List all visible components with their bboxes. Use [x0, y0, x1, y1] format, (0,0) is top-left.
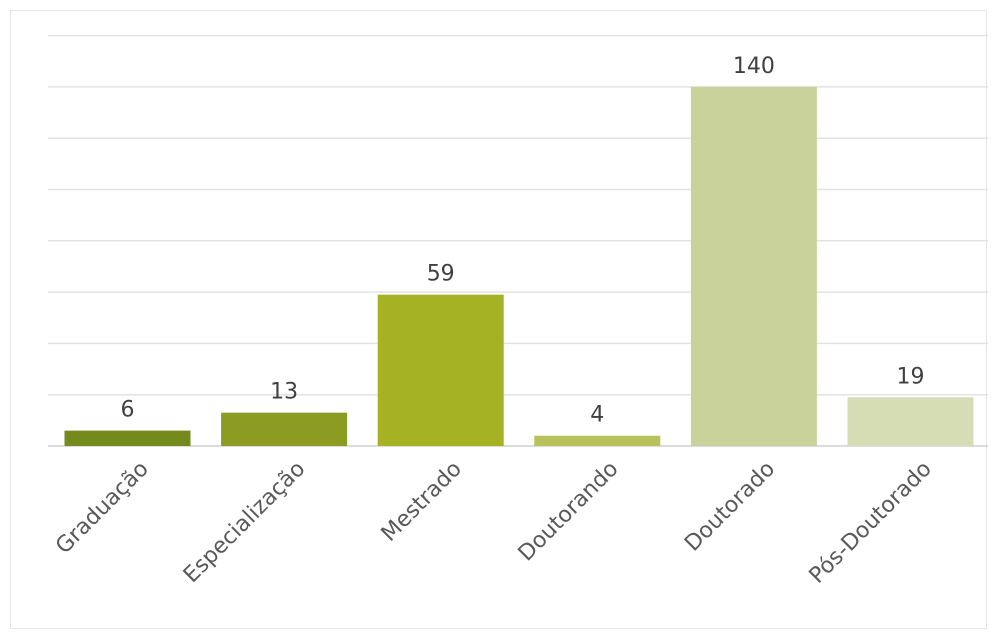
- data-labels: 6 13 59 4 140 19: [121, 54, 925, 428]
- bar-p-s-doutorado: [847, 397, 974, 446]
- category-tick-labels: Graduação Especialização Mestrado Doutorand…: [51, 457, 937, 589]
- gridlines: [48, 34, 988, 447]
- x-tick-label: Doutorado: [680, 457, 780, 557]
- data-label: 13: [270, 380, 298, 405]
- bar-doutorado: [690, 86, 817, 447]
- x-tick-label: Doutorando: [514, 457, 624, 567]
- bar-doutorando: [534, 435, 661, 446]
- data-label: 59: [427, 262, 455, 287]
- bar-mestrado: [377, 294, 504, 446]
- bar-especializa-o: [221, 412, 348, 446]
- data-label: 140: [733, 54, 775, 79]
- x-tick-label: Mestrado: [377, 457, 467, 547]
- bar-gradua-o: [64, 430, 191, 446]
- data-label: 6: [121, 398, 135, 423]
- bars: [64, 86, 974, 447]
- x-tick-label: Graduação: [51, 457, 154, 560]
- data-label: 4: [590, 403, 604, 428]
- data-label: 19: [897, 364, 925, 389]
- x-tick-label: Especialização: [179, 457, 310, 588]
- x-tick-label: Pós-Doutorado: [805, 457, 937, 589]
